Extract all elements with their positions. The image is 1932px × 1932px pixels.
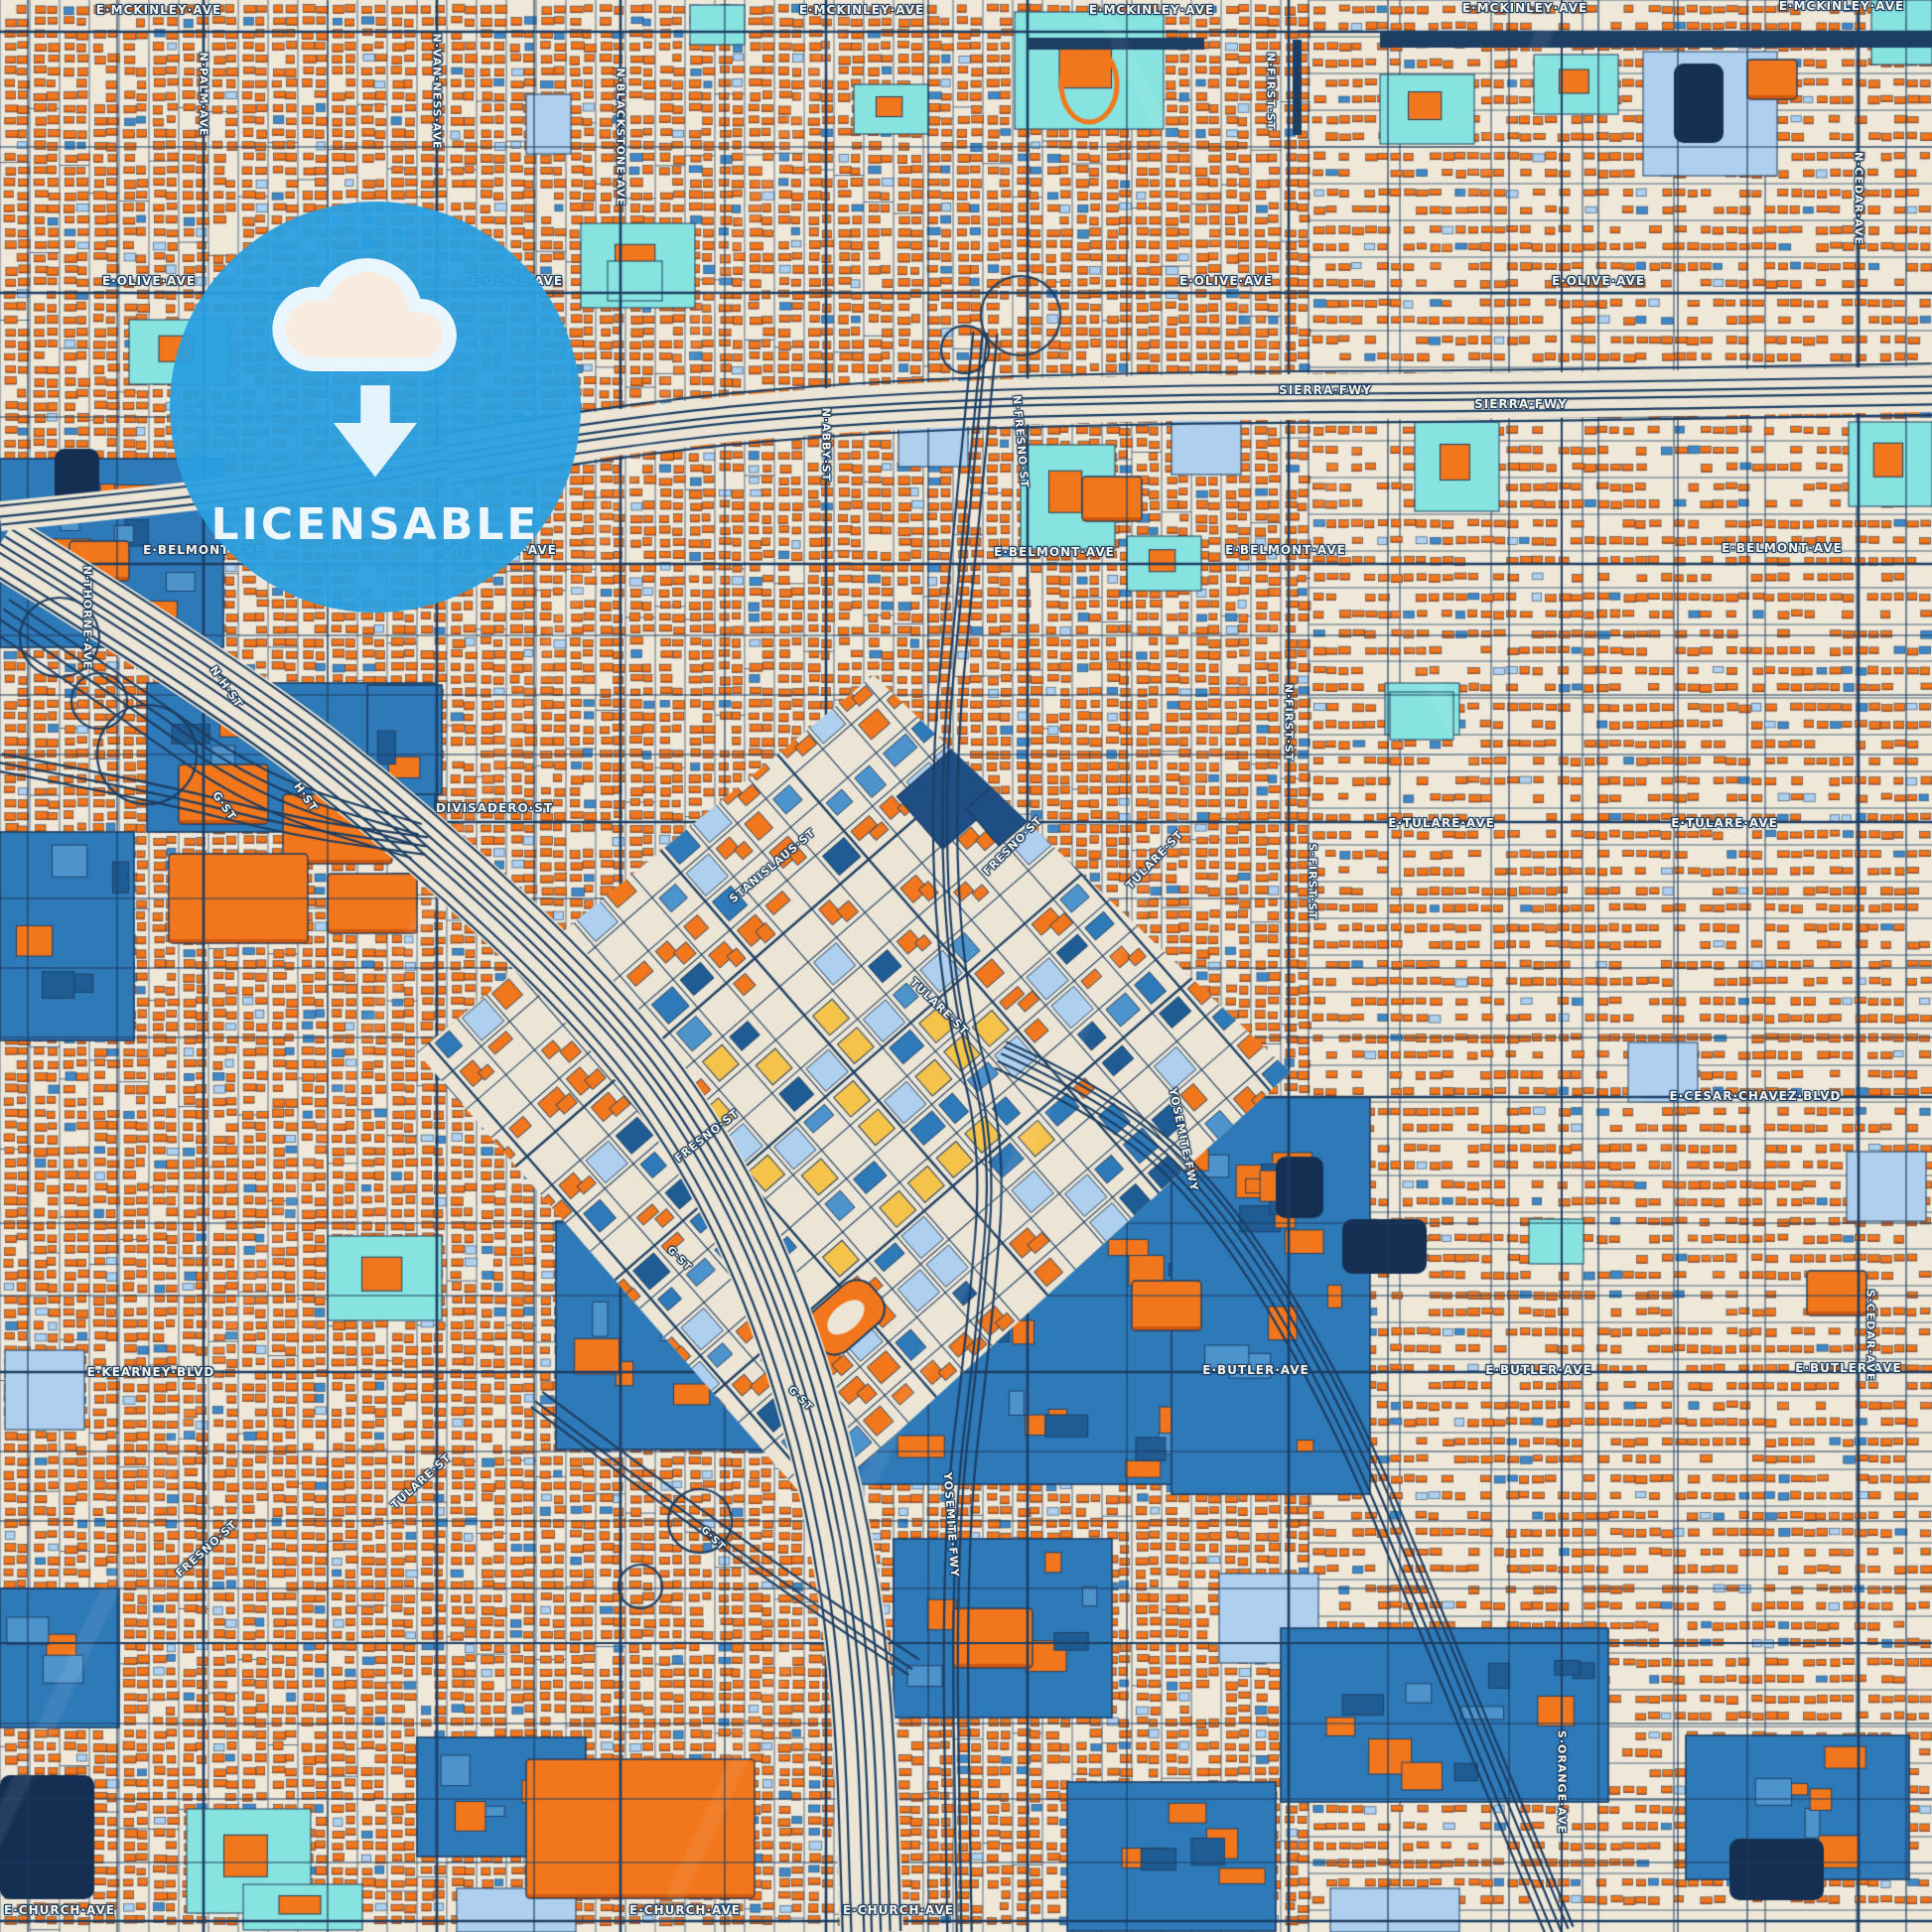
license-watermark-badge: LICENSABLE [170, 202, 581, 613]
watermark-label: LICENSABLE [210, 499, 540, 550]
cloud-download-icon [272, 258, 457, 478]
